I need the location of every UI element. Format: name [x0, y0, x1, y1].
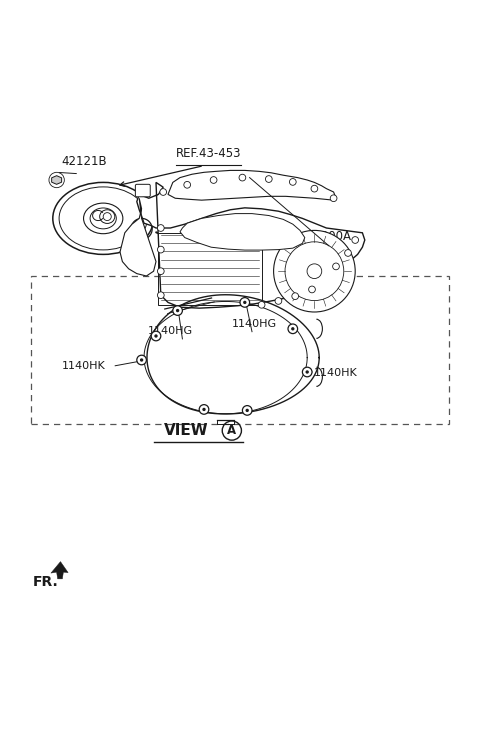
Circle shape [210, 176, 217, 183]
Polygon shape [137, 182, 365, 308]
Circle shape [199, 405, 209, 414]
Circle shape [154, 334, 157, 338]
Circle shape [137, 355, 146, 365]
Circle shape [305, 371, 309, 373]
Text: A: A [138, 224, 145, 234]
Circle shape [157, 225, 164, 231]
Circle shape [302, 368, 312, 376]
Text: 42121B: 42121B [61, 155, 107, 168]
Circle shape [292, 293, 299, 300]
Circle shape [333, 263, 339, 270]
Polygon shape [168, 170, 336, 200]
Text: 1140HK: 1140HK [62, 361, 106, 371]
Circle shape [352, 237, 359, 243]
Circle shape [151, 331, 161, 341]
Circle shape [173, 306, 182, 315]
Circle shape [330, 195, 337, 202]
Circle shape [246, 408, 249, 412]
Text: A: A [227, 424, 237, 437]
Polygon shape [120, 198, 156, 276]
Circle shape [291, 327, 295, 330]
Circle shape [240, 298, 250, 307]
Circle shape [258, 301, 265, 308]
Circle shape [176, 309, 180, 312]
Circle shape [157, 292, 164, 298]
Circle shape [307, 264, 322, 278]
Circle shape [203, 408, 205, 411]
Circle shape [239, 174, 246, 181]
Text: 1140HG: 1140HG [232, 318, 277, 329]
Bar [31, 276, 449, 424]
Circle shape [309, 286, 315, 293]
Polygon shape [51, 562, 68, 579]
Text: REF.43-453: REF.43-453 [176, 147, 241, 160]
Text: VIEW: VIEW [164, 423, 209, 438]
Polygon shape [180, 214, 305, 250]
Circle shape [311, 185, 318, 192]
Circle shape [275, 298, 282, 304]
Polygon shape [52, 176, 61, 185]
Text: 1140HG: 1140HG [148, 326, 193, 336]
Text: 45000A: 45000A [306, 231, 351, 243]
Circle shape [140, 359, 143, 362]
Circle shape [345, 249, 351, 257]
FancyBboxPatch shape [135, 185, 150, 197]
Circle shape [157, 268, 164, 275]
Circle shape [265, 176, 272, 182]
Circle shape [157, 246, 164, 253]
Circle shape [242, 405, 252, 415]
Text: FR.: FR. [33, 575, 59, 589]
Circle shape [274, 231, 355, 312]
Circle shape [184, 182, 191, 188]
Circle shape [160, 189, 167, 196]
Circle shape [243, 301, 247, 304]
Circle shape [289, 179, 296, 185]
Text: 1140HK: 1140HK [314, 368, 358, 378]
Bar [158, 233, 262, 305]
Circle shape [288, 324, 298, 333]
